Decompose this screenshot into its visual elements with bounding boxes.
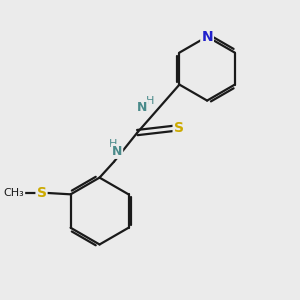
Text: N: N bbox=[201, 30, 213, 44]
Text: N: N bbox=[137, 100, 148, 114]
Text: H: H bbox=[146, 96, 154, 106]
Text: S: S bbox=[174, 121, 184, 135]
Text: H: H bbox=[108, 139, 117, 149]
Text: CH₃: CH₃ bbox=[4, 188, 24, 198]
Text: S: S bbox=[37, 186, 46, 200]
Text: N: N bbox=[112, 145, 122, 158]
